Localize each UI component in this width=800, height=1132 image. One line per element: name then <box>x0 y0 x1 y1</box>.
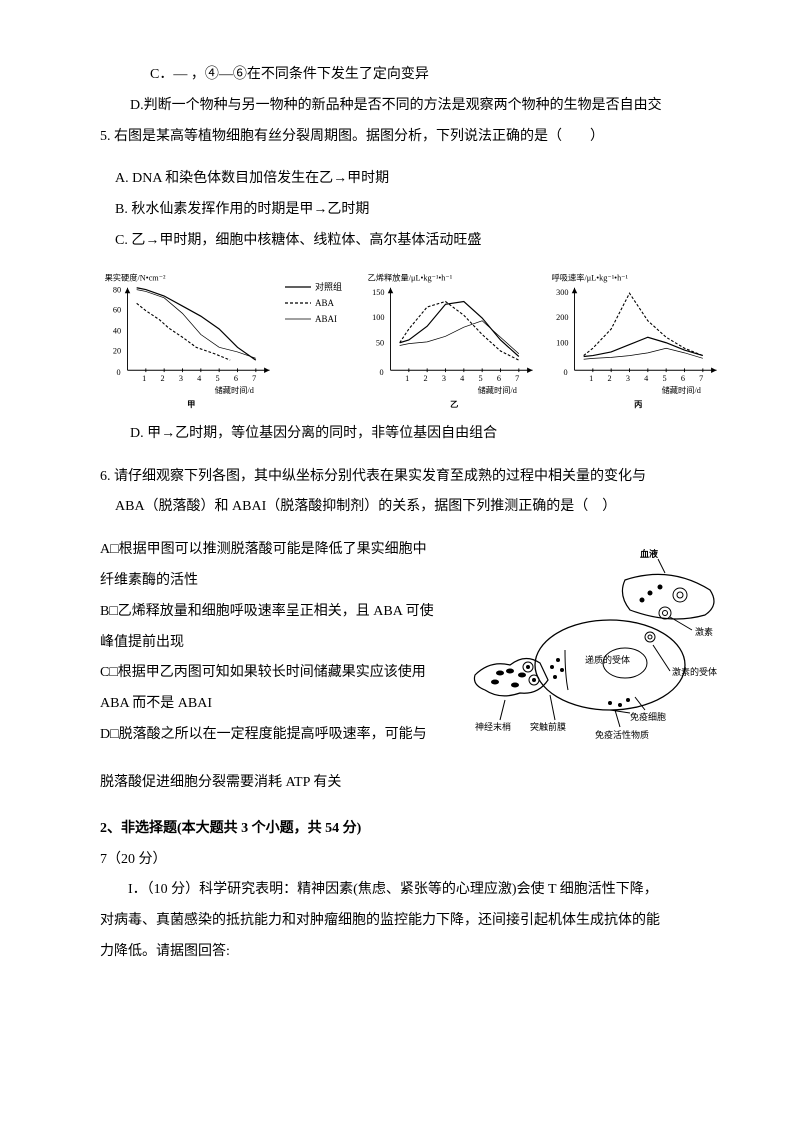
svg-text:3: 3 <box>625 374 629 383</box>
svg-text:300: 300 <box>556 288 568 297</box>
svg-text:2: 2 <box>160 374 164 383</box>
svg-text:4: 4 <box>460 374 464 383</box>
chart-3: 呼吸速率/μL•kg⁻¹•h⁻¹ 300 200 100 0 1 2 3 4 5 6 7 储… <box>547 265 730 415</box>
svg-text:5: 5 <box>662 374 666 383</box>
svg-text:0: 0 <box>563 368 567 377</box>
prev-opt-c: C．— ，④—⑥在不同条件下发生了定向变异 <box>150 60 730 91</box>
svg-text:4: 4 <box>197 374 201 383</box>
svg-text:4: 4 <box>644 374 648 383</box>
q7-i-l3: 力降低。请据图回答: <box>100 937 730 968</box>
svg-text:40: 40 <box>113 326 121 335</box>
svg-text:60: 60 <box>113 305 121 314</box>
svg-text:1: 1 <box>405 374 409 383</box>
chart2-ylabel: 乙烯释放量/μL•kg⁻¹•h⁻¹ <box>368 272 453 282</box>
chart-2: 乙烯释放量/μL•kg⁻¹•h⁻¹ 150 100 50 0 1 2 3 4 5 6 7 储… <box>363 265 546 415</box>
chart2-xlabel: 储藏时间/d <box>478 385 518 395</box>
prev-opt-d: D.判断一个物种与另一物种的新品种是否不同的方法是观察两个物种的生物是否自由交 <box>130 91 730 122</box>
q7-i-l1: I．（10 分）科学研究表明：精神因素(焦虑、紧张等的心理应激)会使 T 细胞活… <box>100 875 730 906</box>
svg-text:6: 6 <box>234 374 238 383</box>
svg-text:血液: 血液 <box>640 548 659 559</box>
svg-text:激素的受体: 激素的受体 <box>672 666 717 677</box>
svg-text:1: 1 <box>589 374 593 383</box>
svg-text:0: 0 <box>116 368 120 377</box>
svg-text:递质的受体: 递质的受体 <box>585 654 630 665</box>
chart1-caption: 甲 <box>187 400 195 409</box>
q6-stem-l2: ABA（脱落酸）和 ABAI（脱落酸抑制剂）的关系，据图下列推测正确的是（ ） <box>115 492 730 523</box>
svg-text:80: 80 <box>113 285 121 294</box>
svg-text:免疫活性物质: 免疫活性物质 <box>595 729 649 740</box>
charts-row: 果实硬度/N•cm⁻² 80 60 40 20 0 1234567 <box>100 265 730 415</box>
svg-text:ABA: ABA <box>315 298 335 308</box>
page: C．— ，④—⑥在不同条件下发生了定向变异 D.判断一个物种与另一物种的新品种是… <box>0 0 800 1008</box>
svg-text:100: 100 <box>372 313 384 322</box>
chart3-ylabel: 呼吸速率/μL•kg⁻¹•h⁻¹ <box>551 272 628 282</box>
svg-text:对照组: 对照组 <box>315 281 342 292</box>
svg-text:免疫细胞: 免疫细胞 <box>630 711 666 722</box>
svg-text:100: 100 <box>556 338 568 347</box>
svg-text:神经末梢: 神经末梢 <box>475 721 511 732</box>
chart1-ylabel: 果实硬度/N•cm⁻² <box>105 272 166 282</box>
svg-text:突触前膜: 突触前膜 <box>530 721 566 732</box>
svg-text:0: 0 <box>380 368 384 377</box>
q5-opt-c: C. 乙→甲时期，细胞中核糖体、线粒体、高尔基体活动旺盛 <box>115 226 730 257</box>
chart1-xlabel: 储藏时间/d <box>215 385 255 395</box>
svg-text:6: 6 <box>680 374 684 383</box>
chart3-xlabel: 储藏时间/d <box>661 385 701 395</box>
svg-text:5: 5 <box>479 374 483 383</box>
legend: 对照组 ABA ABAI <box>283 265 363 415</box>
synapse-diagram: 血液 激素 递质的受体 激素的受体 神经末梢 突触前膜 免疫细胞 <box>470 545 730 758</box>
q7-heading: 7（20 分） <box>100 845 730 876</box>
q5-opt-a: A. DNA 和染色体数目加倍发生在乙→甲时期 <box>115 164 730 195</box>
svg-text:2: 2 <box>607 374 611 383</box>
svg-text:50: 50 <box>376 338 384 347</box>
svg-text:20: 20 <box>113 347 121 356</box>
q7-i-l2: 对病毒、真菌感染的抵抗能力和对肿瘤细胞的监控能力下降，还间接引起机体生成抗体的能 <box>100 906 730 937</box>
svg-text:7: 7 <box>699 374 703 383</box>
svg-text:6: 6 <box>497 374 501 383</box>
q5-opt-d: D. 甲→乙时期，等位基因分离的同时，非等位基因自由组合 <box>130 419 730 450</box>
q6-stem-l1: 6. 请仔细观察下列各图，其中纵坐标分别代表在果实发育至成熟的过程中相关量的变化… <box>100 462 730 493</box>
chart-1: 果实硬度/N•cm⁻² 80 60 40 20 0 1 2 3 4 5 6 7 <box>100 265 283 415</box>
section-2-heading: 2、非选择题(本大题共 3 个小题，共 54 分) <box>100 814 730 845</box>
svg-text:ABAI: ABAI <box>315 314 337 324</box>
q6-opt-d-l2: 脱落酸促进细胞分裂需要消耗 ATP 有关 <box>100 768 730 799</box>
svg-text:激素: 激素 <box>695 626 713 637</box>
q5-opt-b: B. 秋水仙素发挥作用的时期是甲→乙时期 <box>115 195 730 226</box>
svg-text:150: 150 <box>372 288 384 297</box>
svg-text:5: 5 <box>215 374 219 383</box>
svg-text:7: 7 <box>252 374 256 383</box>
svg-text:3: 3 <box>442 374 446 383</box>
chart2-caption: 乙 <box>450 400 458 409</box>
q5-stem: 5. 右图是某高等植物细胞有丝分裂周期图。据图分析，下列说法正确的是（ ） <box>100 122 730 153</box>
svg-text:7: 7 <box>515 374 519 383</box>
svg-text:2: 2 <box>424 374 428 383</box>
svg-text:3: 3 <box>179 374 183 383</box>
svg-text:1: 1 <box>142 374 146 383</box>
svg-text:200: 200 <box>556 313 568 322</box>
chart3-caption: 丙 <box>634 400 642 409</box>
